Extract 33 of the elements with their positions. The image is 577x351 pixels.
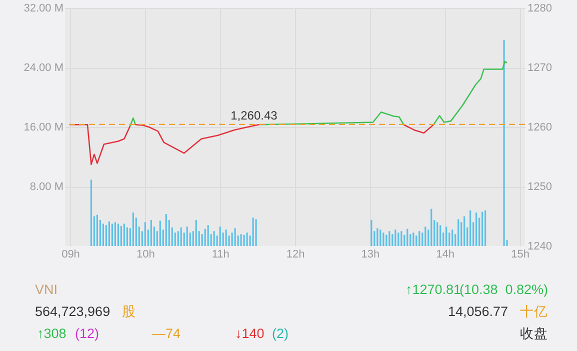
text: ↓140: [235, 325, 264, 343]
text: (12): [75, 325, 100, 343]
text: (10.38 0.82%): [459, 281, 548, 299]
y-tick-label: 32.00 M: [24, 2, 64, 14]
text: —74: [152, 325, 181, 343]
y-tick-label: 8.00 M: [30, 181, 64, 193]
line-series: [432, 60, 508, 126]
text: 股: [122, 303, 136, 321]
x-tick-label: 10h: [136, 248, 155, 260]
line-series: [68, 124, 131, 166]
text: 14,056.77: [448, 303, 508, 321]
ref-line-label: 1,260.43: [230, 108, 278, 122]
text: VNI: [35, 281, 58, 299]
y-tick-label: 16.00 M: [24, 122, 64, 134]
text: 收盘: [520, 325, 548, 343]
x-tick-label: 12h: [286, 248, 305, 260]
y2-tick-label: 1280: [528, 2, 552, 14]
text: 十亿: [520, 303, 548, 321]
x-tick-label: 13h: [361, 248, 380, 260]
y-tick-label: 24.00 M: [24, 62, 64, 74]
y2-tick-label: 1270: [528, 62, 552, 74]
y2-tick-label: 1260: [528, 122, 552, 134]
x-tick-label: 11h: [212, 248, 230, 260]
x-tick-label: 09h: [62, 248, 80, 260]
x-tick-label: 14h: [436, 248, 455, 260]
x-tick-label: 15h: [511, 248, 530, 260]
text: (2): [272, 325, 288, 343]
text: 564,723,969: [35, 303, 110, 321]
y2-tick-label: 1240: [528, 240, 552, 252]
text: ↑1270.81: [405, 281, 461, 299]
line-series: [134, 124, 260, 154]
text: ↑308: [37, 325, 66, 343]
y2-tick-label: 1250: [528, 181, 552, 193]
